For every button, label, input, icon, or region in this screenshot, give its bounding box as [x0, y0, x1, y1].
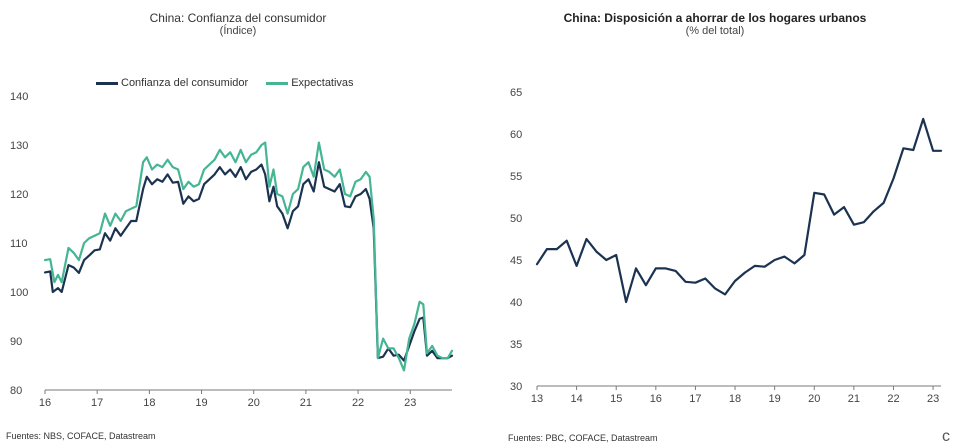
x-tick-label: 19 [769, 393, 781, 405]
series-line-2 [43, 141, 454, 372]
chart-source: Fuentes: PBC, COFACE, Datastream [508, 433, 658, 443]
x-tick-label: 19 [195, 397, 207, 409]
legend-swatch [96, 81, 118, 85]
series-line-1 [535, 117, 943, 304]
savings-willingness-chart: 30 35 40 45 50 55 60 65 13 14 15 16 17 18 19 20 21 22 23 [510, 87, 943, 405]
chart-subtitle: (Índice) [219, 25, 257, 37]
y-tick-label: 35 [510, 339, 522, 351]
y-tick-label: 65 [510, 87, 522, 99]
x-tick-label: 20 [808, 393, 820, 405]
x-tick-label: 21 [848, 393, 860, 405]
x-tick-label: 13 [531, 393, 543, 405]
savings-willingness-panel: China: Disposición a ahorrar de los hoga… [476, 0, 954, 448]
y-tick-label: 40 [510, 297, 522, 309]
x-tick-label: 14 [570, 393, 582, 405]
x-tick-label: 17 [91, 397, 103, 409]
y-tick-label: 90 [10, 336, 22, 348]
x-tick-label: 21 [300, 397, 312, 409]
legend-swatch [266, 81, 289, 85]
y-tick-label: 55 [510, 171, 522, 183]
x-tick-label: 20 [248, 397, 260, 409]
x-tick-label: 17 [689, 393, 701, 405]
page-corner-mark: c [942, 428, 950, 445]
chart-title: China: Confianza del consumidor [149, 11, 327, 25]
legend-entry-confianza: Confianza del consumidor [96, 77, 248, 89]
y-tick-label: 140 [10, 91, 28, 103]
x-tick-label: 18 [143, 397, 155, 409]
x-tick-label: 22 [887, 393, 899, 405]
x-tick-label: 18 [729, 393, 741, 405]
x-tick-label: 23 [927, 393, 939, 405]
x-tick-label: 22 [352, 397, 364, 409]
series-line-1 [43, 161, 454, 362]
legend-entry-expectativas: Expectativas [266, 77, 354, 89]
x-tick-label: 16 [39, 397, 51, 409]
y-tick-label: 100 [10, 287, 28, 299]
y-tick-label: 120 [10, 189, 28, 201]
y-tick-label: 80 [10, 385, 22, 397]
y-tick-label: 130 [10, 140, 28, 152]
chart-subtitle: (% del total) [685, 25, 745, 37]
y-tick-label: 50 [510, 213, 522, 225]
chart-source: Fuentes: NBS, COFACE, Datastream [6, 431, 156, 441]
x-tick-label: 16 [650, 393, 662, 405]
x-tick-label: 15 [610, 393, 622, 405]
y-tick-label: 30 [510, 381, 522, 393]
consumer-confidence-chart: 80 90 100 110 120 130 140 16 17 18 19 20 21 22 23 [10, 91, 454, 409]
y-tick-label: 110 [10, 238, 28, 250]
y-tick-label: 60 [510, 129, 522, 141]
y-tick-label: 45 [510, 255, 522, 267]
legend-label: Confianza del consumidor [121, 77, 249, 89]
chart-title: China: Disposición a ahorrar de los hoga… [563, 11, 867, 25]
legend-label: Expectativas [291, 77, 354, 89]
chart-legend: Confianza del consumidor Expectativas [96, 77, 366, 89]
consumer-confidence-panel: China: Confianza del consumidor (Índice)… [0, 0, 476, 448]
x-tick-label: 23 [404, 397, 416, 409]
